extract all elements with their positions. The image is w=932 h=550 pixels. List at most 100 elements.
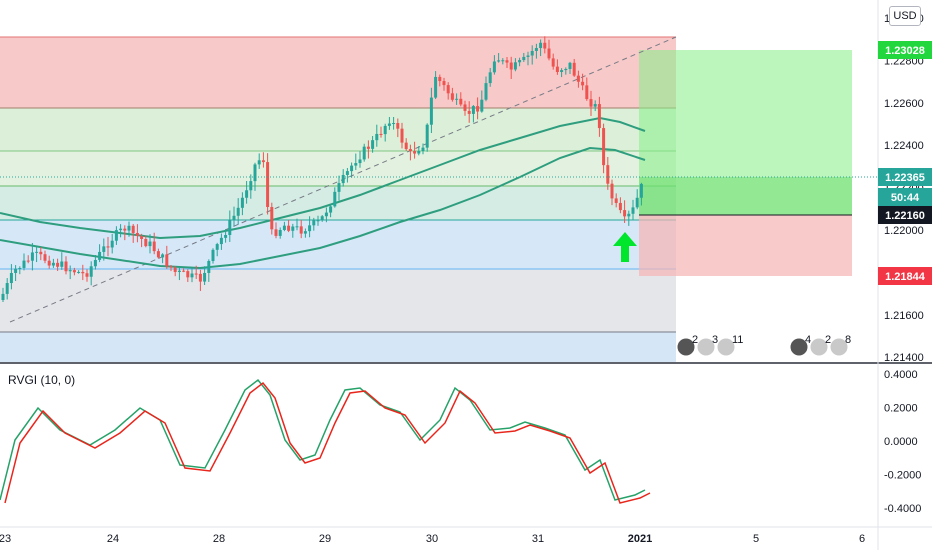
candle-body — [35, 251, 39, 253]
candle-body — [492, 61, 496, 73]
candles — [1, 36, 643, 303]
candle-body — [484, 83, 488, 100]
loss-zone — [639, 215, 852, 276]
candle-body — [555, 66, 559, 73]
candle-body — [47, 260, 51, 266]
candle-body — [627, 213, 631, 217]
candle-body — [131, 225, 135, 233]
candle-body — [564, 68, 568, 71]
candle-body — [446, 85, 450, 94]
time-tick: 5 — [753, 533, 759, 545]
candle-body — [320, 216, 324, 221]
candle-body — [396, 123, 400, 129]
candle-body — [249, 181, 253, 191]
candle-body — [631, 207, 635, 214]
ma-line-fast — [0, 116, 646, 240]
event-group-1: 2 3 11 — [676, 334, 743, 357]
price-tick: 1.22400 — [884, 140, 924, 152]
event-count: 2 — [692, 334, 698, 346]
candle-body — [89, 266, 93, 277]
candle-body — [413, 151, 417, 154]
price-label-value: 1.21844 — [885, 271, 926, 283]
event-flag-icon — [809, 337, 829, 357]
candle-body — [358, 159, 362, 164]
candle-body — [207, 260, 211, 273]
stop-price-label: 1.21844 — [878, 267, 932, 285]
candle-body — [43, 254, 47, 261]
candle-body — [614, 198, 618, 203]
candle-body — [518, 60, 522, 63]
candle-body — [480, 99, 484, 112]
time-tick: 23 — [0, 533, 11, 545]
entry-price-label: 1.22160 — [878, 206, 932, 224]
candle-body — [173, 267, 177, 272]
candle-body — [186, 271, 190, 278]
candle-body — [350, 165, 354, 172]
time-tick: 2021 — [628, 533, 652, 545]
event-count: 8 — [845, 334, 851, 346]
price-label-value: 1.22160 — [885, 210, 925, 222]
fib-zone — [0, 151, 676, 186]
candle-body — [295, 226, 299, 228]
price-label-box — [878, 41, 932, 59]
fib-zone — [0, 220, 676, 269]
candle-body — [379, 133, 383, 135]
rvgi-lines — [0, 378, 651, 504]
price-label-box — [878, 267, 932, 285]
candle-body — [224, 234, 228, 238]
candle-body — [459, 98, 463, 105]
candle-body — [383, 125, 387, 135]
moving-average-lines — [0, 116, 646, 270]
candle-body — [236, 207, 240, 216]
candle-body — [530, 50, 534, 56]
candle-body — [211, 249, 215, 261]
candle-body — [476, 106, 480, 112]
candle-body — [102, 246, 106, 252]
candle-body — [85, 273, 89, 277]
candle-body — [497, 60, 501, 62]
candle-body — [287, 225, 291, 231]
candle-body — [442, 81, 446, 86]
candle-body — [152, 241, 156, 252]
event-group-2: 4 2 8 — [789, 334, 851, 357]
time-axis: 23 24 28 29 30 31 2021 5 6 — [0, 533, 865, 545]
candle-body — [228, 219, 232, 235]
candle-body — [26, 260, 30, 262]
candle-body — [1, 293, 5, 300]
candle-body — [64, 261, 68, 272]
candle-body — [5, 283, 9, 294]
price-label-box — [878, 188, 932, 206]
candle-body — [270, 207, 274, 230]
price-label-box — [878, 168, 932, 186]
countdown-label: 50:44 — [878, 188, 932, 206]
candle-body — [144, 238, 148, 247]
candle-body — [371, 140, 375, 149]
candle-body — [308, 225, 312, 232]
fib-zone — [0, 37, 676, 108]
target-price-label: 1.23028 — [878, 41, 932, 59]
candle-body — [182, 270, 186, 272]
event-flag-icon — [716, 337, 736, 357]
price-label-box — [878, 206, 932, 224]
currency-badge[interactable]: USD — [889, 6, 921, 26]
candle-body — [639, 183, 643, 198]
candle-body — [18, 267, 22, 269]
candle-body — [135, 232, 139, 236]
price-label-value: 1.23028 — [885, 45, 925, 57]
candle-body — [463, 104, 467, 111]
economic-events: 2 3 11 4 2 8 — [676, 334, 851, 357]
candle-body — [194, 273, 198, 275]
candle-body — [618, 202, 622, 211]
candle-body — [467, 110, 471, 114]
candle-body — [274, 229, 278, 236]
candle-body — [534, 48, 538, 51]
fibonacci-lines — [0, 36, 676, 333]
candle-body — [354, 163, 358, 166]
time-tick: 24 — [107, 533, 119, 545]
candle-body — [387, 123, 391, 126]
candle-body — [589, 99, 593, 107]
candle-body — [72, 270, 76, 273]
current-price-label: 1.22365 — [878, 168, 932, 186]
candle-body — [291, 226, 295, 231]
